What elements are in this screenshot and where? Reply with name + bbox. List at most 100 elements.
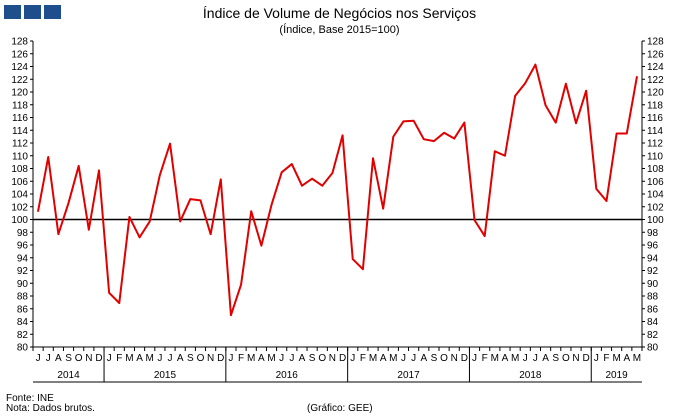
month-label: M: [146, 353, 154, 364]
y-tick-label-left: 88: [17, 292, 29, 303]
y-tick-label-right: 112: [647, 139, 663, 150]
y-tick-label-left: 106: [11, 177, 28, 188]
logo-block: [24, 5, 41, 19]
chart-subtitle: (Índice, Base 2015=100): [279, 24, 400, 36]
y-tick-label-right: 110: [647, 151, 663, 162]
y-tick-label-right: 128: [647, 37, 664, 48]
y-tick-label-left: 120: [11, 88, 28, 99]
month-label: A: [420, 353, 427, 364]
data-point: [453, 137, 456, 140]
month-label: F: [116, 353, 122, 364]
y-tick-label-right: 104: [647, 190, 664, 201]
data-point: [362, 268, 364, 271]
y-tick-label-left: 86: [17, 304, 29, 315]
month-label: J: [523, 353, 528, 364]
data-point: [412, 119, 415, 122]
month-label: J: [533, 353, 538, 364]
data-point: [534, 63, 537, 66]
month-label: A: [258, 353, 265, 364]
data-point: [138, 236, 141, 239]
source-note: Fonte: INE: [6, 393, 54, 404]
data-point: [98, 169, 100, 172]
data-point: [169, 142, 171, 145]
data-point: [382, 207, 384, 210]
y-tick-label-right: 124: [647, 62, 664, 73]
month-label: A: [177, 353, 184, 364]
data-point: [47, 156, 50, 158]
y-tick-label-left: 92: [17, 266, 29, 277]
logo-block: [4, 5, 21, 19]
y-tick-label-right: 96: [647, 241, 659, 252]
data-point: [483, 235, 486, 237]
data-point: [311, 177, 313, 180]
y-tick-label-right: 106: [647, 177, 664, 188]
data-point: [321, 184, 324, 187]
month-label: S: [65, 353, 72, 364]
month-label: J: [350, 353, 355, 364]
month-label: S: [187, 353, 194, 364]
data-point: [372, 157, 374, 160]
data-point: [148, 220, 151, 223]
y-tick-label-right: 122: [647, 75, 664, 86]
month-label: M: [612, 353, 620, 364]
y-tick-label-left: 84: [17, 317, 29, 328]
year-label: 2015: [154, 370, 177, 381]
month-label: F: [603, 353, 609, 364]
y-tick-label-left: 82: [17, 330, 29, 341]
data-point: [280, 171, 283, 174]
y-tick-label-left: 98: [17, 228, 29, 239]
month-label: A: [299, 353, 306, 364]
y-tick-label-left: 94: [17, 253, 29, 264]
data-point: [615, 132, 618, 135]
month-label: J: [411, 353, 416, 364]
month-label: N: [572, 353, 579, 364]
year-label: 2014: [57, 370, 80, 381]
y-tick-label-right: 82: [647, 330, 659, 341]
month-label: A: [55, 353, 62, 364]
month-label: D: [217, 353, 224, 364]
y-tick-label-left: 100: [11, 215, 28, 226]
logo: [4, 5, 61, 19]
month-label: F: [482, 353, 488, 364]
y-tick-label-right: 80: [647, 343, 659, 354]
data-point: [118, 302, 121, 304]
month-label: S: [431, 353, 438, 364]
month-label: M: [369, 353, 377, 364]
data-point: [544, 104, 547, 107]
y-tick-label-left: 96: [17, 241, 29, 252]
data-point: [250, 210, 253, 213]
month-label: O: [562, 353, 570, 364]
month-label: F: [360, 353, 366, 364]
data-point: [260, 244, 263, 247]
y-tick-label-right: 120: [647, 88, 664, 99]
y-tick-label-left: 114: [12, 126, 28, 137]
data-point: [636, 75, 638, 78]
month-label: A: [136, 353, 143, 364]
month-label: O: [440, 353, 448, 364]
data-point: [159, 174, 161, 176]
month-label: J: [279, 353, 284, 364]
y-tick-label-left: 110: [12, 151, 28, 162]
month-label: O: [197, 353, 205, 364]
data-point: [524, 82, 527, 84]
month-label: D: [583, 353, 590, 364]
data-point: [219, 178, 222, 181]
data-point: [57, 233, 60, 235]
y-tick-label-left: 90: [17, 279, 29, 290]
data-point: [443, 132, 445, 134]
y-tick-label-left: 122: [11, 75, 28, 86]
y-tick-label-left: 102: [11, 202, 28, 213]
month-label: J: [36, 353, 41, 364]
month-label: M: [267, 353, 275, 364]
data-point: [189, 198, 192, 200]
month-label: N: [85, 353, 92, 364]
month-label: S: [309, 353, 316, 364]
y-tick-label-left: 104: [11, 190, 28, 201]
month-label: A: [502, 353, 509, 364]
data-point: [351, 258, 354, 260]
data-point: [585, 89, 587, 92]
data-point: [433, 140, 435, 142]
month-label: J: [401, 353, 406, 364]
y-tick-label-right: 84: [647, 317, 659, 328]
month-label: J: [157, 353, 162, 364]
